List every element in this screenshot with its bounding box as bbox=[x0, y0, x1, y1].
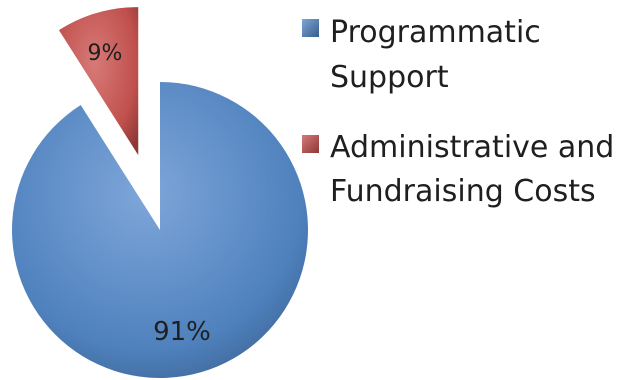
slice-programmatic-support bbox=[12, 82, 309, 378]
legend-item-programmatic: Programmatic Support bbox=[302, 15, 550, 95]
legend-swatch-administrative bbox=[302, 135, 319, 153]
data-labels: 91% 9% bbox=[88, 41, 211, 347]
legend-swatch-programmatic bbox=[302, 19, 319, 37]
legend-line: Fundraising Costs bbox=[330, 174, 596, 209]
legend-label-administrative: Administrative and Fundraising Costs bbox=[330, 130, 624, 209]
legend-item-administrative: Administrative and Fundraising Costs bbox=[302, 130, 624, 209]
slice-administrative-fundraising bbox=[58, 7, 139, 156]
data-label-administrative: 9% bbox=[88, 41, 123, 66]
legend: Programmatic Support Administrative and … bbox=[302, 15, 624, 209]
pie-slices bbox=[12, 7, 309, 378]
legend-label-programmatic: Programmatic Support bbox=[330, 15, 550, 95]
legend-line: Programmatic bbox=[330, 15, 541, 50]
data-label-programmatic: 91% bbox=[153, 317, 211, 347]
legend-line: Administrative and bbox=[330, 130, 614, 165]
legend-line: Support bbox=[330, 60, 449, 95]
